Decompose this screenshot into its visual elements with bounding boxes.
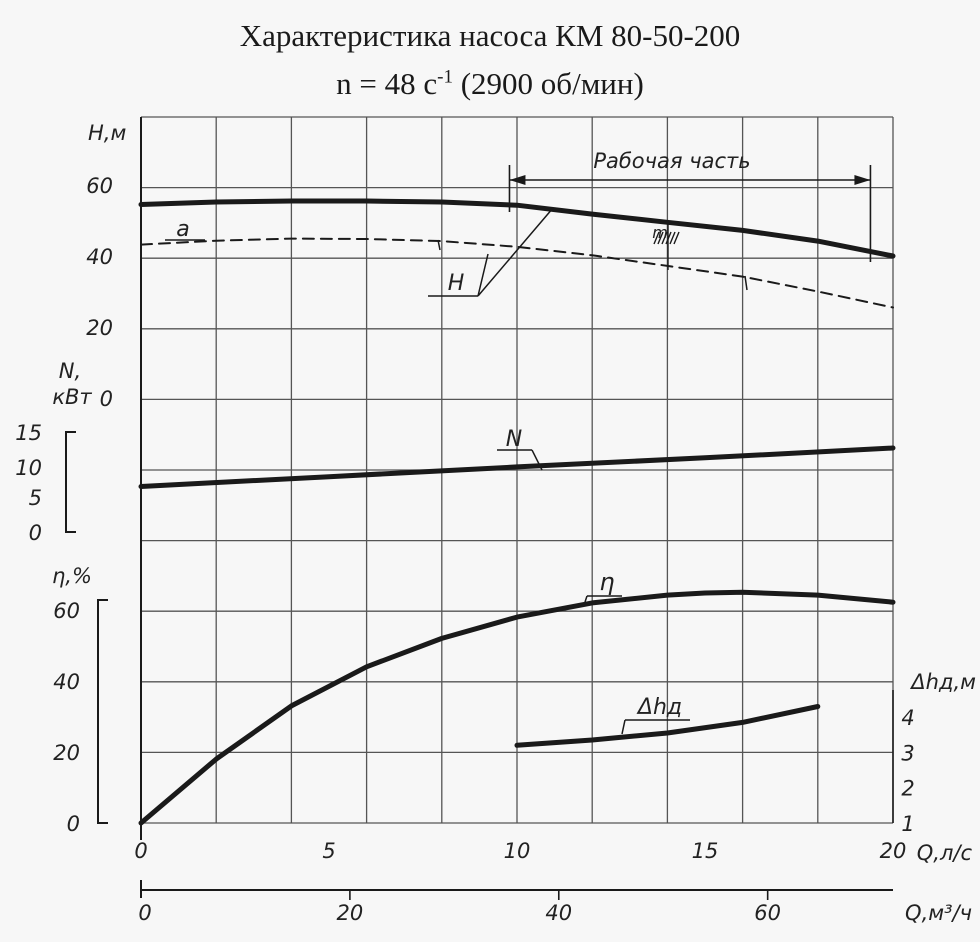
dh-curve-label: Δhд	[636, 695, 682, 720]
x2-tick-label: 0	[138, 901, 151, 925]
h-tick-label: 0	[100, 387, 113, 411]
h-curve	[138, 198, 896, 259]
m-marker-hatch	[669, 231, 676, 245]
x-axis-label: Q,л/с	[917, 841, 973, 865]
x-tick-label: 15	[692, 839, 719, 863]
m-marker-hatch	[657, 231, 664, 245]
eta-tick-label: 0	[67, 812, 80, 836]
dh-tick-label: 1	[901, 812, 914, 836]
grid	[140, 116, 894, 824]
a-curve-tick	[437, 239, 441, 251]
working-range-arrowhead-right	[854, 175, 871, 185]
dh-tick-label: 4	[901, 706, 914, 730]
x2-tick-label: 20	[337, 901, 364, 925]
h-tick-label: 60	[86, 174, 113, 198]
chart-title: Характеристика насоса КМ 80-50-200	[239, 18, 741, 53]
eta-tick-label: 40	[53, 670, 80, 694]
subtitle-prefix: n = 48 c	[336, 66, 438, 101]
eta-axis-label: η,%	[52, 564, 92, 588]
eta-curve-label: η	[599, 568, 614, 596]
h-tick-label: 40	[86, 245, 113, 269]
eta-tick-label: 60	[53, 599, 80, 623]
x-tick-label: 5	[322, 839, 335, 863]
a-curve-tick-2	[744, 275, 748, 291]
m-marker-hatch	[673, 231, 680, 245]
x2-axis-label: Q,м³/ч	[905, 901, 972, 925]
h-tick-label: 20	[86, 316, 113, 340]
h-axis-label: H,м	[88, 121, 126, 145]
chart-subtitle: n = 48 c-1 (2900 об/мин)	[0, 66, 980, 102]
subtitle-exponent: -1	[437, 66, 453, 88]
n-curve	[138, 445, 896, 489]
dh-leader	[621, 719, 626, 735]
a-curve	[140, 237, 894, 309]
x2-tick-label: 60	[754, 901, 781, 925]
subtitle-suffix: (2900 об/мин)	[452, 66, 644, 101]
n-tick-label: 0	[29, 521, 42, 545]
a-curve-label: a	[176, 217, 189, 242]
dh-tick-label: 2	[901, 777, 914, 801]
n-axis-label-top: N,	[59, 359, 81, 383]
m-marker-hatch	[653, 231, 660, 245]
h-leader-to-a-curve	[477, 253, 489, 297]
n-leader	[531, 449, 543, 471]
eta-curve	[138, 589, 896, 826]
x-tick-label: 20	[880, 839, 907, 863]
h-leader-to-h-curve	[477, 207, 554, 297]
n-tick-label: 10	[15, 456, 42, 480]
eta-tick-label: 20	[53, 741, 80, 765]
n-tick-label: 15	[15, 421, 42, 445]
working-range-label: Рабочая часть	[593, 149, 750, 173]
n-axis-label-bottom: кВт	[52, 385, 92, 409]
eta-axis-bracket	[97, 599, 108, 824]
dh-curve	[514, 704, 821, 748]
n-curve-label: N	[506, 427, 522, 452]
m-marker	[653, 231, 680, 245]
m-marker-hatch	[661, 231, 668, 245]
x2-tick-label: 40	[545, 901, 572, 925]
eta-leader	[584, 595, 588, 603]
m-marker-label: m	[652, 223, 668, 242]
working-range-arrowhead-left	[509, 175, 526, 185]
dh-axis-label: Δhд,м	[909, 670, 976, 694]
dh-tick-label: 3	[901, 741, 914, 765]
n-axis-bracket	[65, 431, 76, 533]
x-tick-label: 0	[134, 839, 147, 863]
x-tick-label: 10	[504, 839, 531, 863]
n-tick-label: 5	[29, 486, 42, 510]
h-curve-label: H	[448, 271, 465, 296]
